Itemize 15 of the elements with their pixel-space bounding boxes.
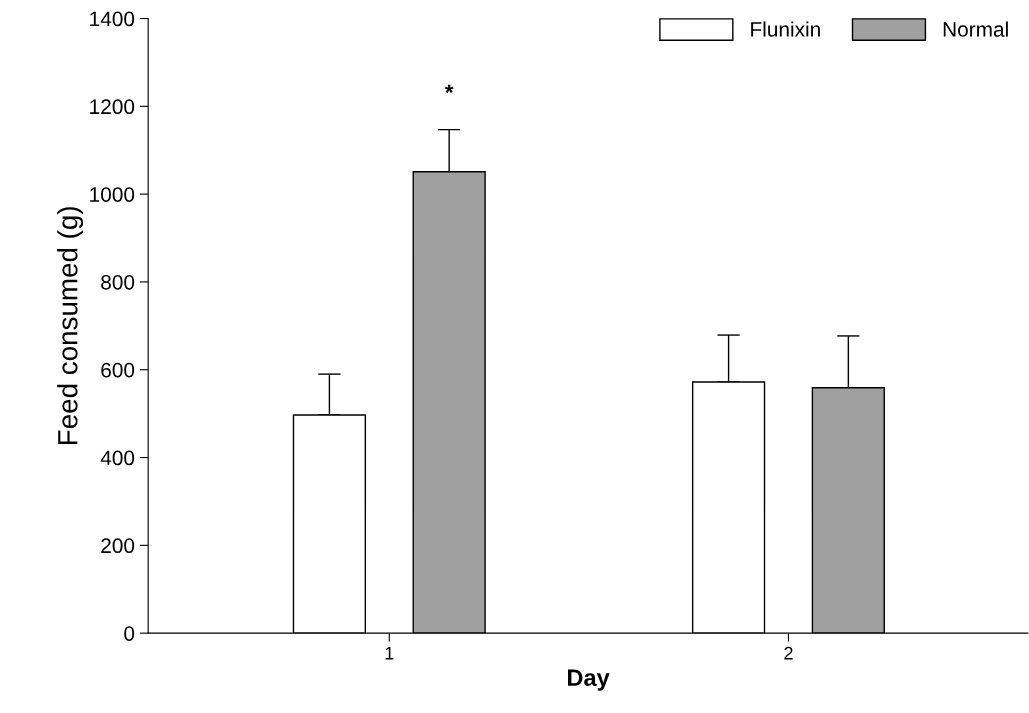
x-tick-label: 1 [385,647,394,660]
y-tick-label: 200 [101,538,135,554]
legend-label: Flunixin [751,21,820,37]
y-tick-label: 1400 [90,11,135,27]
y-tick-label: 600 [101,362,135,378]
annotation: * [444,84,454,93]
y-tick-label: 800 [101,274,135,290]
x-axis-title: Day [568,669,610,691]
y-tick-label: 400 [100,450,135,466]
y-tick-label: 1200 [90,99,135,115]
y-axis-title: Feed consumed (g) [57,207,84,444]
legend-label: Normal [943,21,1008,37]
y-tick-label: 1000 [90,187,135,202]
x-tick-label: 2 [784,646,793,660]
y-tick-label: 0 [124,626,135,641]
